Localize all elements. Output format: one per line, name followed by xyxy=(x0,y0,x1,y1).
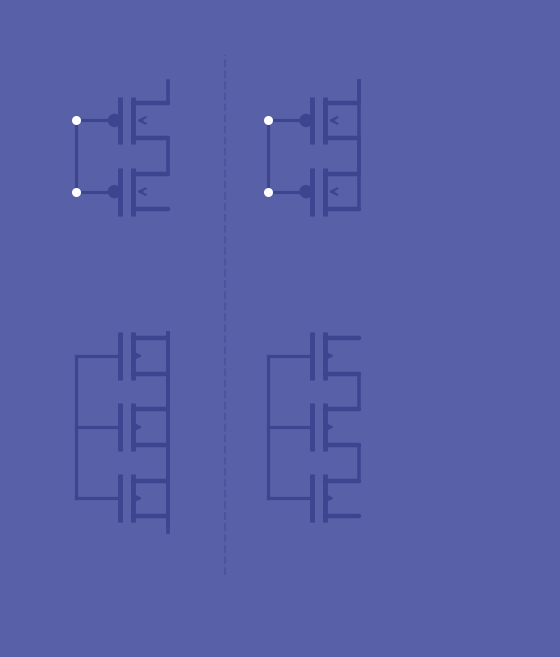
Circle shape xyxy=(300,114,312,126)
Circle shape xyxy=(109,186,120,198)
Circle shape xyxy=(109,114,120,126)
Circle shape xyxy=(300,186,312,198)
